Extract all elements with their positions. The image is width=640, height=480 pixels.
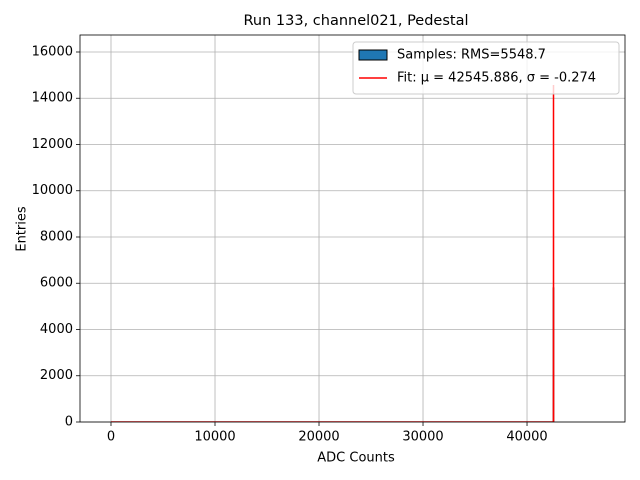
y-tick-label: 14000 [32,91,73,106]
x-axis-label: ADC Counts [317,451,395,466]
y-axis-label: Entries [15,206,30,252]
x-tick-label: 30000 [402,430,443,445]
legend-label: Fit: μ = 42545.886, σ = -0.274 [397,71,596,86]
x-tick-label: 40000 [506,430,547,445]
legend-box [352,41,620,95]
y-tick-label: 12000 [32,137,73,152]
x-tick-label: 20000 [298,430,339,445]
legend-patch [358,49,388,61]
y-tick-label: 6000 [40,276,73,291]
y-tick-label: 16000 [32,44,73,59]
x-tick-label: 0 [107,430,115,445]
y-tick-label: 0 [65,415,73,430]
axes-frame [79,34,626,423]
y-tick-label: 8000 [40,229,73,244]
y-tick-label: 10000 [32,183,73,198]
y-tick-label: 2000 [40,368,73,383]
legend-label: Samples: RMS=5548.7 [397,48,546,63]
y-tick-label: 4000 [40,322,73,337]
chart-title: Run 133, channel021, Pedestal [243,13,468,29]
x-tick-label: 10000 [194,430,235,445]
